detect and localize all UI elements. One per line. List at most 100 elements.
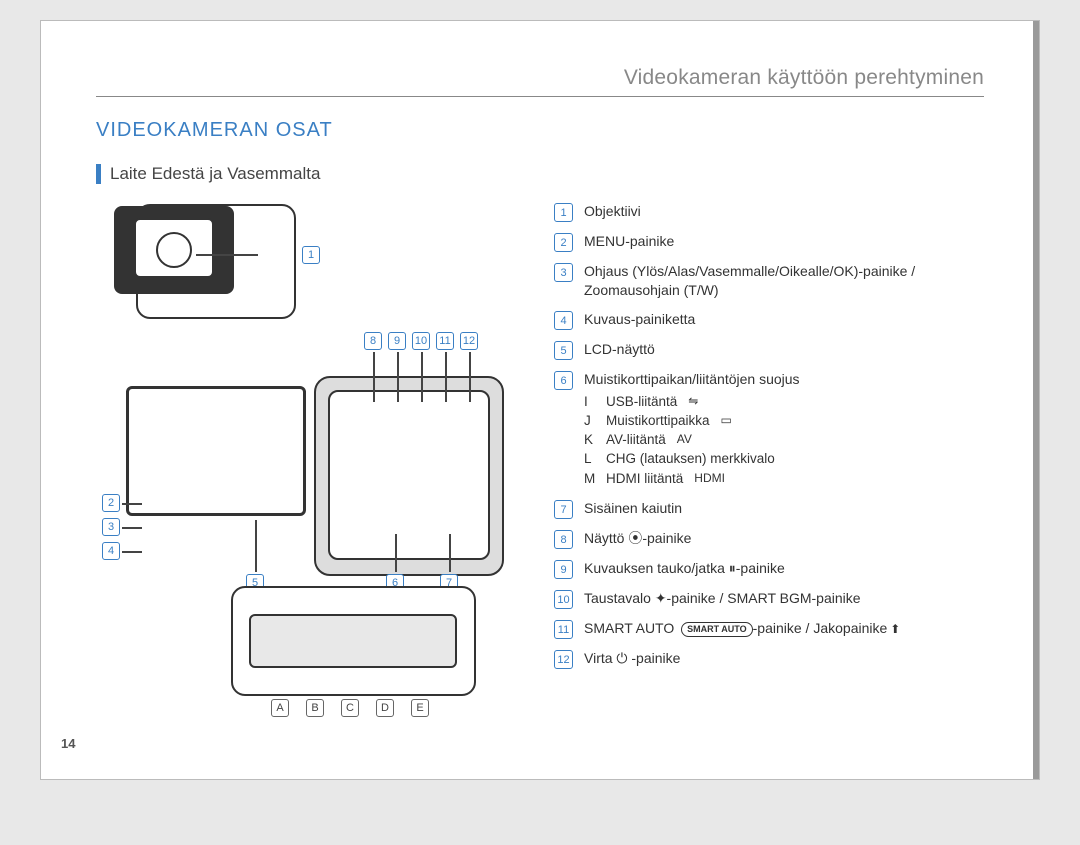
- ports-strip: [249, 614, 457, 668]
- pointer-line: [421, 352, 423, 402]
- port-a: A: [271, 699, 289, 717]
- port-d: D: [376, 699, 394, 717]
- page-edge-tab: [1033, 21, 1039, 779]
- item-body: MENU-painike: [584, 232, 674, 251]
- item-number: 1: [554, 203, 573, 222]
- item-number: 8: [554, 530, 573, 549]
- item-number: 4: [554, 311, 573, 330]
- item-body: SMART AUTO SMART AUTO-painike / Jakopain…: [584, 619, 900, 638]
- item-number: 6: [554, 371, 573, 390]
- sublist-item: KAV-liitäntä AV: [584, 431, 800, 449]
- subsection-heading: Laite Edestä ja Vasemmalta: [96, 164, 984, 184]
- subsection-title: Laite Edestä ja Vasemmalta: [110, 164, 320, 184]
- smart-auto-icon: SMART AUTO: [681, 622, 753, 637]
- port-icon: ▭: [721, 412, 732, 430]
- sublist-item: I USB-liitäntä ⇋: [584, 393, 800, 411]
- item-body: Kuvaus-painiketta: [584, 310, 695, 329]
- parts-list-item: 10 Taustavalo ✦-painike / SMART BGM-paini…: [554, 589, 984, 609]
- item-body: Taustavalo ✦-painike / SMART BGM-painike: [584, 589, 861, 608]
- sublist-item: L CHG (latauksen) merkkivalo: [584, 450, 800, 468]
- port-icon: ⇋: [688, 393, 698, 411]
- item-label: Ohjaus (Ylös/Alas/Vasemmalle/Oikealle/OK…: [584, 263, 915, 298]
- sublist-label: Muistikorttipaikka: [606, 412, 710, 430]
- camcorder-diagram: 1 8 9 10 11 12 2 3 4: [96, 194, 536, 694]
- parts-list-item: 6 Muistikorttipaikan/liitäntöjen suojus IU…: [554, 370, 984, 489]
- pointer-line: [469, 352, 471, 402]
- sublist-item: M HDMI liitäntä HDMI: [584, 470, 800, 488]
- callout-9: 9: [388, 332, 406, 350]
- sublist-label: CHG (latauksen) merkkivalo: [606, 450, 775, 468]
- item-label: Kuvauksen tauko/jatka ⏸-painike: [584, 560, 785, 576]
- parts-list-item: 12 Virta ⏻ -painike: [554, 649, 984, 669]
- manual-page: Videokameran käyttöön perehtyminen VIDEO…: [40, 20, 1040, 780]
- page-title: Videokameran käyttöön perehtyminen: [624, 66, 984, 89]
- parts-list-item: 3 Ohjaus (Ylös/Alas/Vasemmalle/Oikealle/O…: [554, 262, 984, 300]
- item-label: Taustavalo ✦-painike / SMART BGM-painike: [584, 590, 861, 606]
- item-label: SMART AUTO: [584, 620, 674, 636]
- lcd-screen: [126, 386, 306, 516]
- pointer-line: [122, 503, 142, 505]
- sublist-key: L: [584, 450, 598, 468]
- pointer-line: [255, 520, 257, 572]
- callout-3: 3: [102, 518, 120, 536]
- parts-list-item: 1 Objektiivi: [554, 202, 984, 222]
- sublist-label: AV-liitäntä: [606, 431, 666, 449]
- pointer-line: [445, 352, 447, 402]
- lens-glass: [156, 232, 192, 268]
- sublist-label: HDMI liitäntä: [606, 470, 683, 488]
- item-number: 2: [554, 233, 573, 252]
- item-body: Näyttö ⦿-painike: [584, 529, 691, 548]
- item-number: 10: [554, 590, 573, 609]
- parts-list-item: 8 Näyttö ⦿-painike: [554, 529, 984, 549]
- callout-11: 11: [436, 332, 454, 350]
- page-header: Videokameran käyttöön perehtyminen: [96, 66, 984, 97]
- item-number: 9: [554, 560, 573, 579]
- item-body: Muistikorttipaikan/liitäntöjen suojus I US…: [584, 370, 800, 489]
- sublist-label: USB-liitäntä: [606, 393, 677, 411]
- content-row: 1 8 9 10 11 12 2 3 4: [96, 194, 984, 694]
- parts-list-item: 2 MENU-painike: [554, 232, 984, 252]
- section-title: VIDEOKAMERAN OSAT: [96, 119, 984, 142]
- item-number: 7: [554, 500, 573, 519]
- pointer-line: [122, 527, 142, 529]
- item-body: Sisäinen kaiutin: [584, 499, 682, 518]
- item-number: 12: [554, 650, 573, 669]
- sublist-key: I: [584, 393, 598, 411]
- callout-8: 8: [364, 332, 382, 350]
- item-body: Objektiivi: [584, 202, 641, 221]
- item-number: 3: [554, 263, 573, 282]
- parts-list: 1 Objektiivi 2 MENU-painike 3 Ohjaus (Ylös/Al…: [554, 194, 984, 694]
- item-label: Muistikorttipaikan/liitäntöjen suojus: [584, 371, 800, 387]
- callout-10: 10: [412, 332, 430, 350]
- parts-list-item: 7 Sisäinen kaiutin: [554, 499, 984, 519]
- port-c: C: [341, 699, 359, 717]
- item-sublist: I USB-liitäntä ⇋ J Muistikorttipaikka ▭ K AV-…: [584, 393, 800, 488]
- camera-body-panel: [328, 390, 490, 560]
- item-body: Ohjaus (Ylös/Alas/Vasemmalle/Oikealle/OK…: [584, 262, 984, 300]
- item-body: Virta ⏻ -painike: [584, 649, 680, 668]
- pointer-line: [196, 254, 258, 256]
- callout-12: 12: [460, 332, 478, 350]
- sublist-item: J Muistikorttipaikka ▭: [584, 412, 800, 430]
- item-number: 5: [554, 341, 573, 360]
- item-label-tail: -painike / Jakopainike: [753, 620, 888, 636]
- sublist-key: M: [584, 470, 598, 488]
- pointer-line: [395, 534, 397, 572]
- item-label: Virta ⏻ -painike: [584, 650, 680, 666]
- parts-list-item: 5 LCD-näyttö: [554, 340, 984, 360]
- port-icon: HDMI: [694, 470, 725, 488]
- share-icon: ⬆: [890, 621, 900, 637]
- item-label: LCD-näyttö: [584, 341, 655, 357]
- port-e: E: [411, 699, 429, 717]
- item-label: Näyttö ⦿-painike: [584, 530, 691, 546]
- item-label: Kuvaus-painiketta: [584, 311, 695, 327]
- item-body: LCD-näyttö: [584, 340, 655, 359]
- heading-accent-bar: [96, 164, 101, 184]
- pointer-line: [397, 352, 399, 402]
- sublist-key: K: [584, 431, 598, 449]
- page-number: 14: [61, 736, 75, 751]
- item-label: MENU-painike: [584, 233, 674, 249]
- item-body: Kuvauksen tauko/jatka ⏸-painike: [584, 559, 785, 578]
- callout-2: 2: [102, 494, 120, 512]
- sublist-key: J: [584, 412, 598, 430]
